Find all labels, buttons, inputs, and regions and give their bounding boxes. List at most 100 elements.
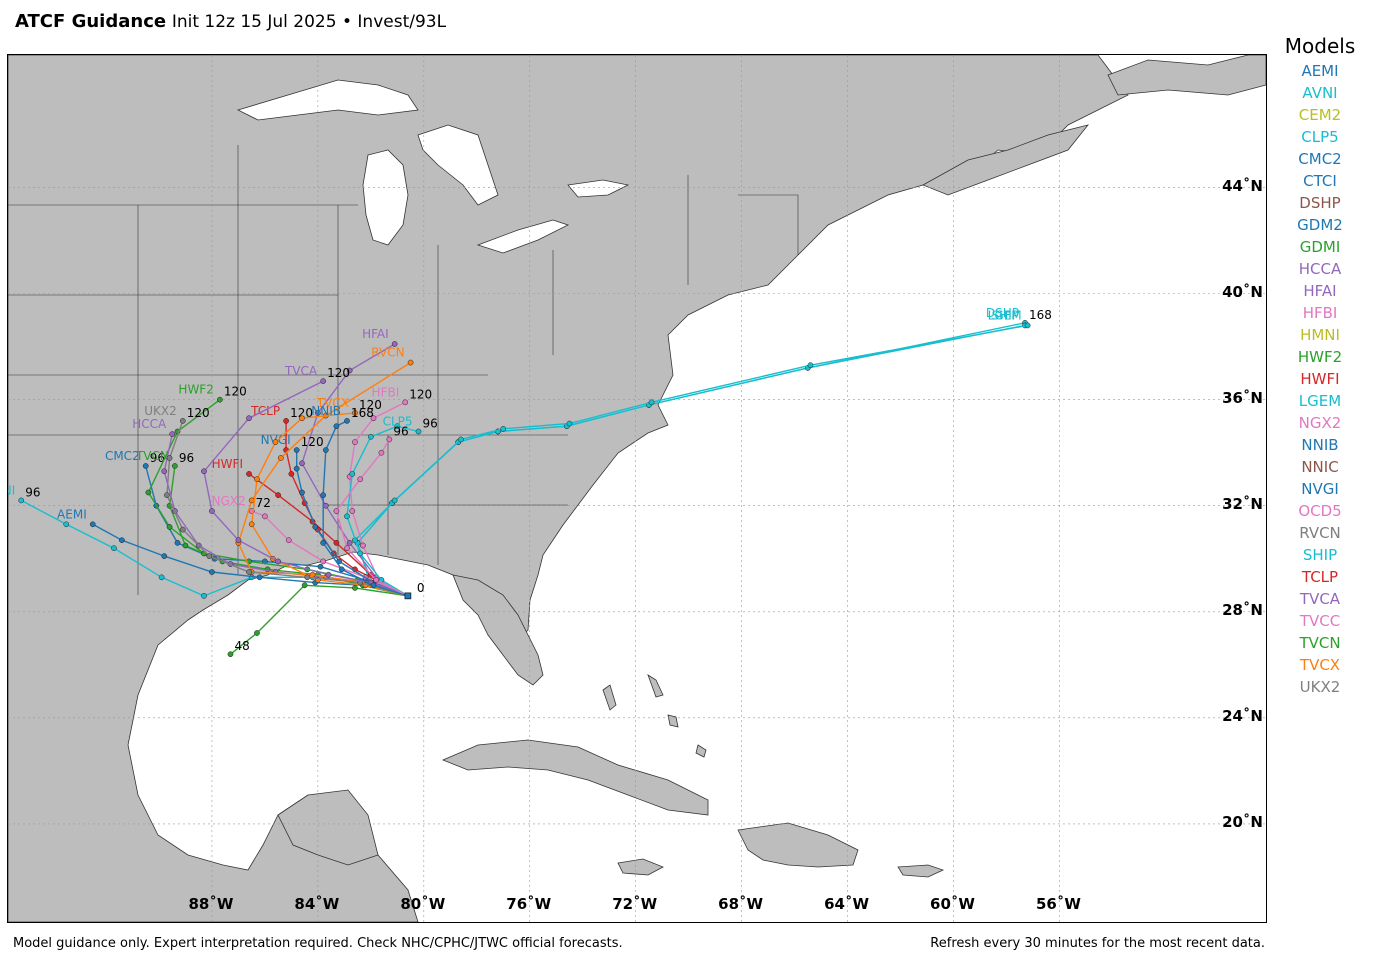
legend-item-tvcx[interactable]: TVCX	[1299, 656, 1341, 674]
legend-item-gdmi[interactable]: GDMI	[1299, 238, 1341, 256]
track-point	[325, 571, 332, 578]
track-model-label: HFBI	[372, 385, 400, 399]
legend-item-ship[interactable]: SHIP	[1302, 546, 1338, 564]
track-nnib[interactable]: NNIB 168	[311, 404, 411, 599]
track-point	[254, 476, 260, 483]
track-point	[248, 497, 255, 504]
track-point	[378, 449, 385, 456]
track-model-label: DSHP	[986, 306, 1019, 320]
legend-item-avni[interactable]: AVNI	[1302, 84, 1338, 102]
track-point	[174, 540, 181, 546]
track-hour-label: 120	[359, 398, 382, 412]
lake-ontario	[567, 179, 630, 198]
track-clp5[interactable]: CLP5 96	[344, 414, 438, 599]
legend-item-cem2[interactable]: CEM2	[1298, 106, 1342, 124]
track-point	[312, 524, 319, 530]
track-point	[346, 540, 353, 546]
legend-item-ctci[interactable]: CTCI	[1303, 172, 1337, 190]
track-point	[209, 569, 215, 575]
track-point	[275, 492, 281, 498]
track-model-label: SHIP	[992, 308, 1019, 322]
legend-item-aemi[interactable]: AEMI	[1301, 62, 1339, 80]
track-point	[179, 526, 186, 533]
latitude-label: 32˚N	[1222, 494, 1263, 513]
track-tvcx[interactable]: TVCX 120	[248, 396, 411, 599]
latitude-label: 40˚N	[1222, 282, 1263, 301]
track-point	[246, 569, 252, 575]
track-model-label: TVCA	[284, 364, 318, 378]
latitude-label: 44˚N	[1222, 176, 1263, 195]
track-ngx2[interactable]: NGX2 72	[212, 494, 411, 599]
track-point	[320, 558, 327, 565]
legend-item-lgem[interactable]: LGEM	[1298, 392, 1342, 410]
track-line	[322, 420, 409, 597]
track-point	[299, 415, 305, 422]
legend-item-dshp[interactable]: DSHP	[1299, 194, 1341, 212]
legend-item-nnib[interactable]: NNIB	[1301, 436, 1339, 454]
legend-item-cmc2[interactable]: CMC2	[1298, 150, 1342, 168]
legend-item-hcca[interactable]: HCCA	[1298, 260, 1342, 278]
track-point	[402, 399, 409, 406]
legend-item-hfai[interactable]: HFAI	[1303, 282, 1337, 300]
legend-item-clp5[interactable]: CLP5	[1301, 128, 1339, 146]
legend-item-rvcn[interactable]: RVCN	[1299, 524, 1341, 542]
track-point	[254, 630, 260, 636]
map-frame[interactable]: DSHP168SHIPLGEMAVNI96AEMICMC296TVCN9648H…	[7, 54, 1267, 923]
track-gdmi[interactable]: 48	[227, 582, 411, 658]
legend-item-tvcn[interactable]: TVCN	[1299, 634, 1341, 652]
map-canvas[interactable]: DSHP168SHIPLGEMAVNI96AEMICMC296TVCN9648H…	[8, 55, 1266, 922]
legend-item-hwf2[interactable]: HWF2	[1297, 348, 1343, 366]
track-point	[344, 513, 350, 520]
legend-item-hfbi[interactable]: HFBI	[1302, 304, 1338, 322]
track-point	[235, 537, 242, 544]
track-point	[346, 367, 353, 374]
init-hour-label: 0	[417, 581, 425, 595]
track-hour-label: 168	[351, 406, 374, 420]
track-point	[246, 471, 252, 477]
lake-huron	[417, 124, 499, 206]
track-point	[367, 433, 374, 440]
legend-item-ukx2[interactable]: UKX2	[1299, 678, 1341, 696]
legend-item-tvca[interactable]: TVCA	[1299, 590, 1341, 608]
track-point	[322, 447, 329, 453]
legend-item-hmni[interactable]: HMNI	[1300, 326, 1340, 344]
legend-item-hwfi[interactable]: HWFI	[1300, 370, 1340, 388]
track-hour-label: 96	[179, 451, 194, 465]
track-point	[277, 455, 284, 461]
track-point	[333, 423, 340, 430]
track-point	[386, 436, 393, 443]
track-line	[301, 343, 409, 597]
track-hour-label: 120	[301, 435, 324, 449]
track-tvcc[interactable]: 96	[333, 424, 411, 599]
track-point	[201, 593, 207, 599]
track-point	[415, 428, 422, 435]
latitude-label: 36˚N	[1222, 388, 1263, 407]
legend-item-tvcc[interactable]: TVCC	[1299, 612, 1341, 630]
longitude-label: 84˚W	[294, 895, 340, 913]
legend-item-ngx2[interactable]: NGX2	[1298, 414, 1342, 432]
track-model-label: HWFI	[212, 457, 243, 471]
track-point	[166, 524, 173, 530]
track-point	[301, 582, 308, 589]
track-point	[248, 521, 255, 528]
legend-item-gdm2[interactable]: GDM2	[1297, 216, 1343, 234]
legend-item-ocd5[interactable]: OCD5	[1298, 502, 1342, 520]
track-point	[500, 425, 507, 432]
track-point	[349, 471, 356, 477]
track-model-label: UKX2	[144, 404, 177, 418]
track-point	[349, 508, 356, 514]
track-hour-label: 120	[290, 406, 313, 420]
track-ukx2[interactable]: UKX2 120	[144, 404, 411, 599]
track-point	[344, 418, 350, 424]
track-point	[352, 410, 358, 416]
track-point	[293, 465, 300, 472]
track-model-label: AVNI	[8, 483, 15, 497]
legend-item-tclp[interactable]: TCLP	[1301, 568, 1339, 586]
track-aemi[interactable]: AEMI	[57, 507, 411, 599]
legend-item-nvgi[interactable]: NVGI	[1301, 480, 1339, 498]
legend-item-nnic[interactable]: NNIC	[1301, 458, 1339, 476]
track-point	[315, 410, 321, 416]
longitude-label: 76˚W	[506, 895, 552, 913]
latitude-label: 20˚N	[1222, 812, 1263, 831]
hispaniola	[737, 822, 859, 868]
